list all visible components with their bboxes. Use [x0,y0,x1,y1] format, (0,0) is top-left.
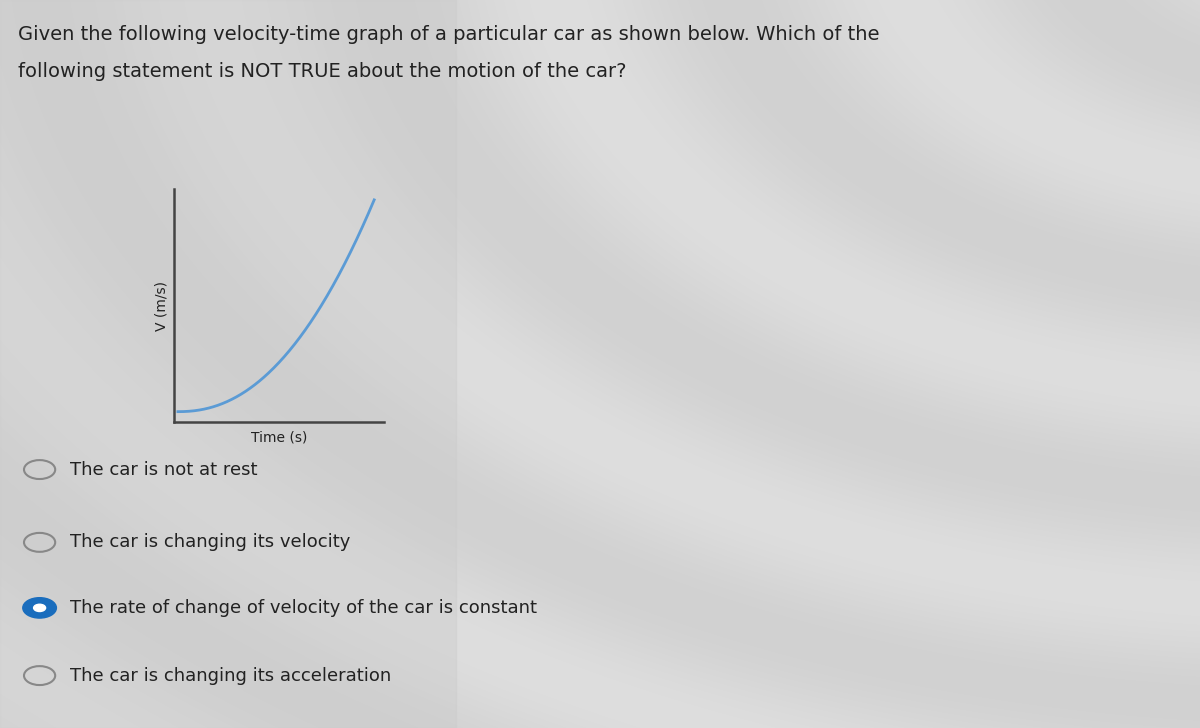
Text: The car is changing its velocity: The car is changing its velocity [70,534,350,551]
Y-axis label: V (m/s): V (m/s) [155,281,168,331]
Text: following statement is NOT TRUE about the motion of the car?: following statement is NOT TRUE about th… [18,62,626,81]
Text: The car is not at rest: The car is not at rest [70,461,257,478]
Text: The rate of change of velocity of the car is constant: The rate of change of velocity of the ca… [70,599,536,617]
X-axis label: Time (s): Time (s) [251,430,307,445]
Text: The car is changing its acceleration: The car is changing its acceleration [70,667,391,684]
Text: Given the following velocity-time graph of a particular car as shown below. Whic: Given the following velocity-time graph … [18,25,880,44]
